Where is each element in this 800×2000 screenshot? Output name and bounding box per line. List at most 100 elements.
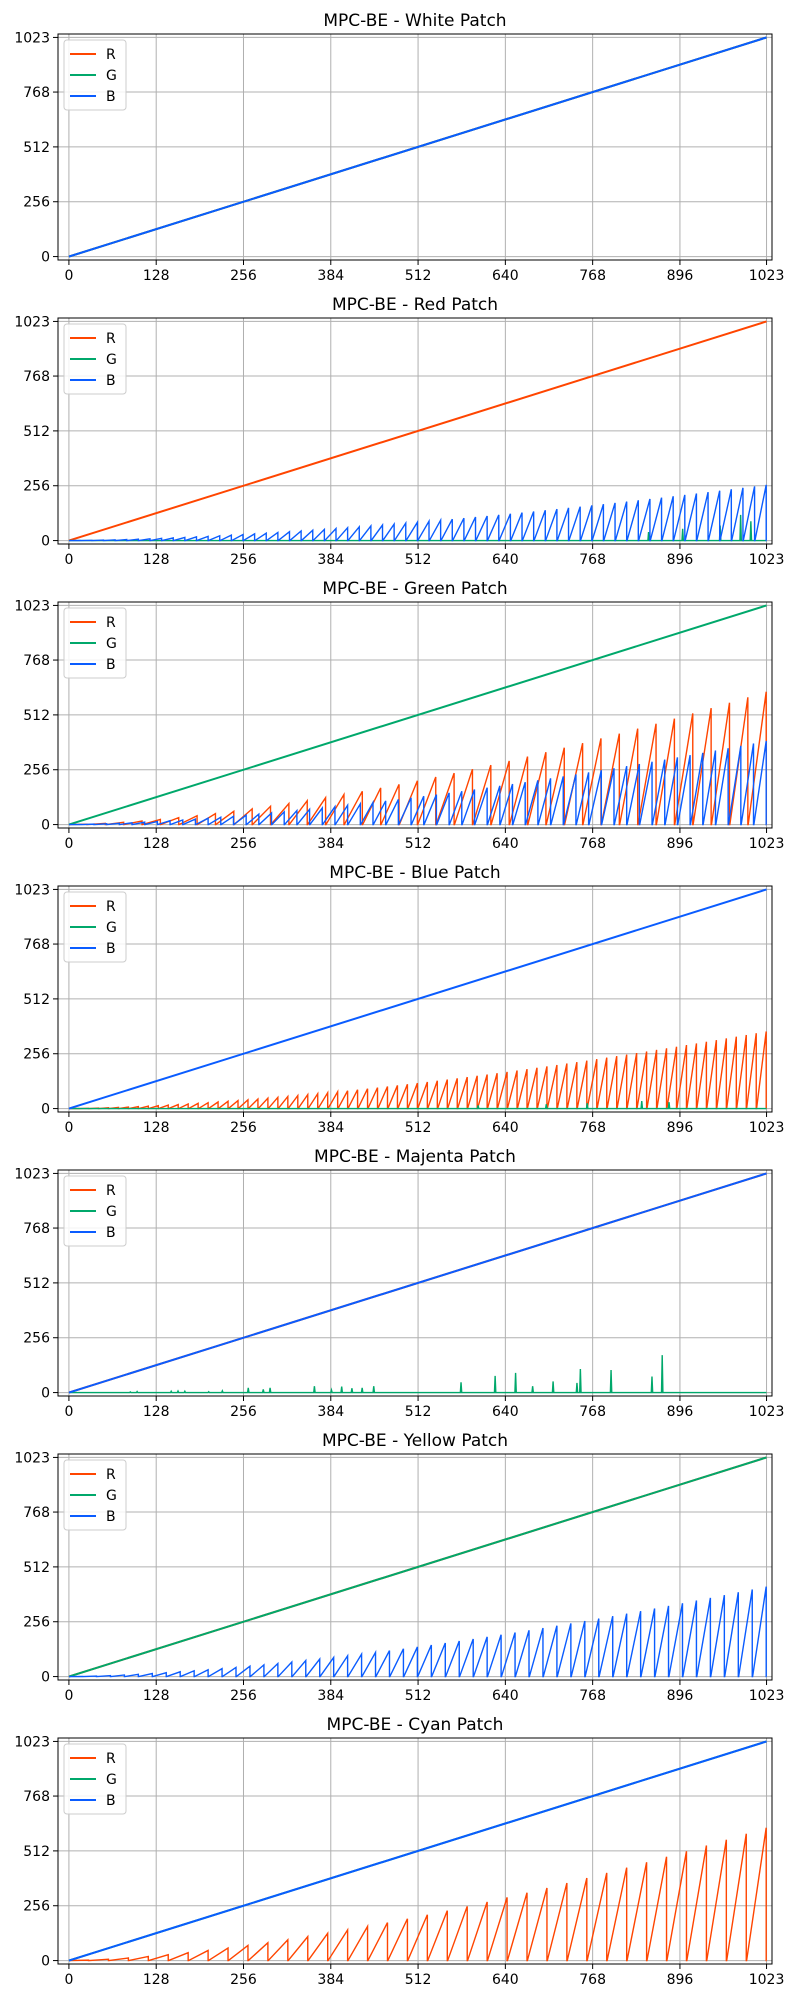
y-tick-label: 0 — [41, 818, 50, 834]
x-tick-label: 0 — [64, 552, 73, 568]
x-tick-label: 640 — [492, 1404, 519, 1420]
x-tick-label: 1023 — [749, 268, 785, 284]
chart-panel: MPC-BE - White Patch 0 128 256 384 512 640 768 8… — [14, 11, 784, 284]
y-tick-label: 0 — [41, 534, 50, 550]
x-tick-label: 384 — [317, 1972, 344, 1988]
series-g-line — [68, 1456, 767, 1678]
x-tick-label: 0 — [64, 1972, 73, 1988]
series-g-line — [68, 1101, 767, 1110]
x-tick-label: 384 — [317, 552, 344, 568]
y-tick-label: 256 — [23, 1615, 50, 1631]
x-tick-label: 128 — [143, 268, 170, 284]
y-tick-label: 768 — [23, 369, 50, 385]
x-tick-label: 256 — [230, 552, 257, 568]
legend-label-r: R — [106, 47, 116, 63]
legend: RGB — [63, 39, 127, 111]
y-tick-label: 0 — [41, 1954, 50, 1970]
chart-title: MPC-BE - Green Patch — [322, 579, 507, 599]
y-tick-label: 0 — [41, 1386, 50, 1402]
y-tick-label: 256 — [23, 1899, 50, 1915]
legend-label-b: B — [106, 1225, 116, 1241]
x-tick-label: 896 — [667, 1404, 694, 1420]
x-tick-label: 0 — [64, 268, 73, 284]
y-tick-label: 768 — [23, 653, 50, 669]
y-tick-label: 1023 — [14, 30, 50, 46]
y-tick-label: 256 — [23, 479, 50, 495]
x-tick-label: 768 — [579, 1688, 606, 1704]
y-tick-label: 512 — [23, 1276, 50, 1292]
x-tick-label: 128 — [143, 836, 170, 852]
x-tick-label: 768 — [579, 552, 606, 568]
legend: RGB — [63, 1743, 127, 1815]
y-tick-label: 1023 — [14, 882, 50, 898]
legend-label-g: G — [106, 1772, 117, 1788]
series-b-line — [68, 1172, 767, 1394]
series-b-line — [68, 740, 767, 826]
x-tick-label: 384 — [317, 1404, 344, 1420]
x-tick-label: 384 — [317, 268, 344, 284]
chart-title: MPC-BE - Majenta Patch — [314, 1147, 516, 1167]
legend: RGB — [63, 891, 127, 963]
y-tick-label: 256 — [23, 195, 50, 211]
x-tick-label: 896 — [667, 1688, 694, 1704]
legend-label-r: R — [106, 1467, 116, 1483]
legend: RGB — [63, 607, 127, 679]
series-b-line — [68, 36, 767, 258]
chart-panel: MPC-BE - Majenta Patch 0 128 256 384 512 640 76… — [14, 1147, 784, 1420]
x-tick-label: 0 — [64, 1688, 73, 1704]
x-tick-label: 384 — [317, 836, 344, 852]
x-tick-label: 640 — [492, 1688, 519, 1704]
legend-label-g: G — [106, 636, 117, 652]
legend-label-r: R — [106, 899, 116, 915]
chart-title: MPC-BE - Red Patch — [332, 295, 498, 315]
x-tick-label: 256 — [230, 1688, 257, 1704]
y-tick-label: 512 — [23, 424, 50, 440]
y-tick-label: 512 — [23, 1844, 50, 1860]
x-tick-label: 1023 — [749, 1404, 785, 1420]
x-tick-label: 512 — [405, 1120, 432, 1136]
series-b-line — [68, 484, 767, 542]
legend-label-r: R — [106, 1751, 116, 1767]
x-tick-label: 896 — [667, 1972, 694, 1988]
chart-panel: MPC-BE - Green Patch 0 128 256 384 512 640 768 8… — [14, 579, 784, 852]
y-tick-label: 512 — [23, 140, 50, 156]
x-tick-label: 512 — [405, 1688, 432, 1704]
x-tick-label: 1023 — [749, 552, 785, 568]
chart-title: MPC-BE - Yellow Patch — [322, 1431, 508, 1451]
x-tick-label: 640 — [492, 836, 519, 852]
legend: RGB — [63, 1459, 127, 1531]
x-tick-label: 512 — [405, 268, 432, 284]
series-g-line — [68, 604, 767, 826]
legend-label-r: R — [106, 1183, 116, 1199]
x-tick-label: 512 — [405, 1972, 432, 1988]
x-tick-label: 256 — [230, 268, 257, 284]
series-r-line — [68, 1827, 767, 1962]
series-r-line — [68, 691, 767, 826]
legend-label-g: G — [106, 68, 117, 84]
legend-label-b: B — [106, 373, 116, 389]
x-tick-label: 256 — [230, 836, 257, 852]
x-tick-label: 768 — [579, 268, 606, 284]
chart-panel: MPC-BE - Blue Patch 0 128 256 384 512 640 768 89… — [14, 863, 784, 1136]
legend-label-r: R — [106, 615, 116, 631]
x-tick-label: 128 — [143, 1688, 170, 1704]
x-tick-label: 256 — [230, 1972, 257, 1988]
x-tick-label: 384 — [317, 1688, 344, 1704]
y-tick-label: 512 — [23, 1560, 50, 1576]
series-b-line — [68, 1740, 767, 1962]
y-tick-label: 768 — [23, 937, 50, 953]
x-tick-label: 128 — [143, 1972, 170, 1988]
x-tick-label: 512 — [405, 552, 432, 568]
legend-label-g: G — [106, 920, 117, 936]
legend-label-g: G — [106, 1204, 117, 1220]
y-tick-label: 256 — [23, 1331, 50, 1347]
y-tick-label: 0 — [41, 250, 50, 266]
y-tick-label: 768 — [23, 1505, 50, 1521]
legend: RGB — [63, 323, 127, 395]
legend-label-b: B — [106, 657, 116, 673]
x-tick-label: 1023 — [749, 1120, 785, 1136]
x-tick-label: 1023 — [749, 1972, 785, 1988]
x-tick-label: 512 — [405, 836, 432, 852]
x-tick-label: 256 — [230, 1120, 257, 1136]
x-tick-label: 640 — [492, 1972, 519, 1988]
